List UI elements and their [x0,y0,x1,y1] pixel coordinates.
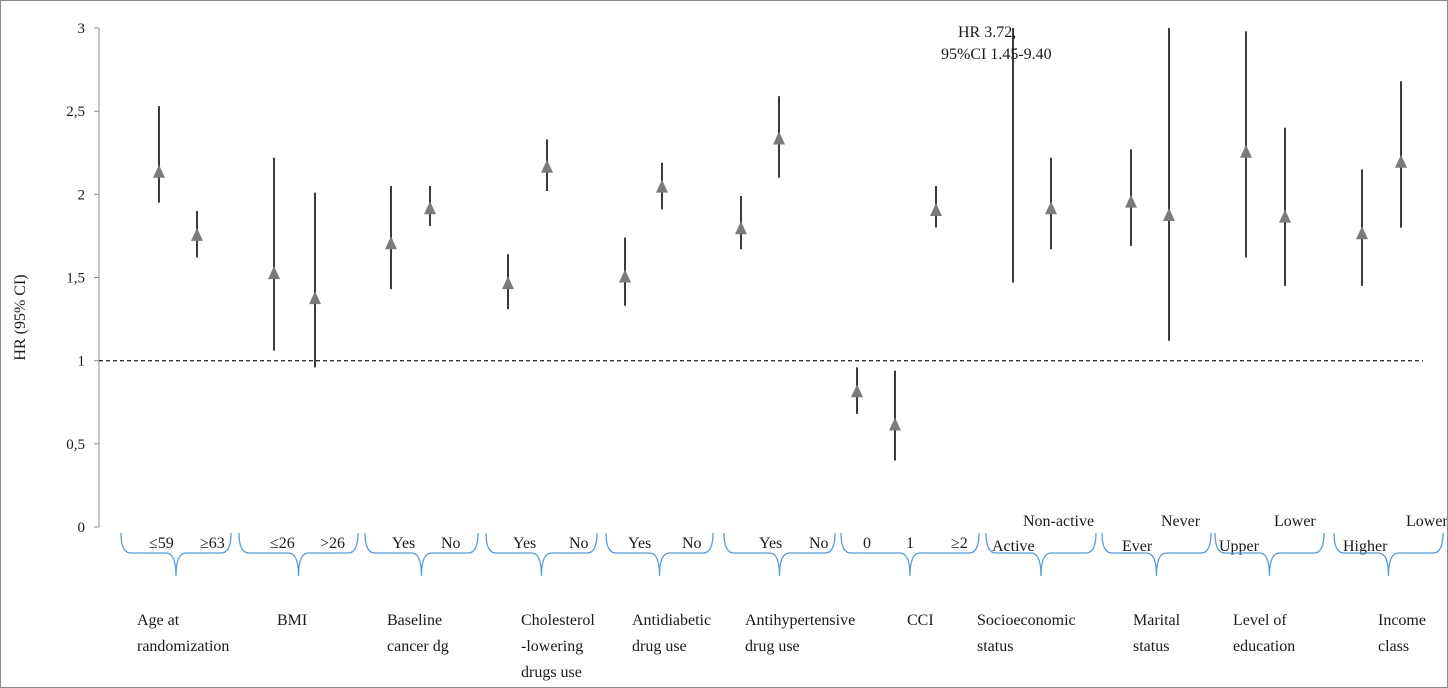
subgroup-label: Higher [1343,538,1388,555]
subgroup-label: ≥2 [951,535,968,552]
group-brace [120,532,232,577]
group-brace [1214,532,1325,577]
hr-point-marker [1240,144,1252,158]
y-axis-label: HR (95% CI) [12,274,29,360]
group-label: BMI [277,612,307,629]
subgroup-label: Yes [513,535,536,552]
hr-point-marker [385,236,397,250]
hr-point-marker [541,159,553,173]
subgroup-label: Lower [1274,513,1316,530]
group-label: Antidiabetic [632,612,711,629]
hr-point-marker [930,202,942,216]
group-brace [485,532,598,577]
subgroup-label: Yes [628,535,651,552]
annotation-line: HR 3.72, [958,24,1016,41]
hr-point-marker [735,221,747,235]
group-brace [605,532,714,577]
subgroup-label: Upper [1219,538,1260,555]
y-tick-label: 2,5 [66,104,85,120]
y-tick-label: 0 [78,520,86,536]
group-label: education [1233,638,1295,655]
subgroup-label: 1 [906,535,914,552]
hr-point-marker [1279,209,1291,223]
hr-point-marker [268,266,280,280]
group-label: Baseline [387,612,442,629]
y-tick-label: 1 [78,354,86,370]
group-brace [1333,532,1444,577]
group-label: randomization [137,638,229,655]
group-label: status [977,638,1013,655]
group-label: Age at [137,612,180,629]
subgroup-label: ≥63 [200,535,225,552]
subgroup-label: Lower [1406,513,1447,530]
subgroup-label: No [809,535,829,552]
group-label: cancer dg [387,638,449,655]
hr-point-marker [1125,194,1137,208]
group-label: status [1133,638,1169,655]
subgroup-label: ≤59 [149,535,174,552]
y-tick-label: 1,5 [66,271,85,287]
y-tick-label: 2 [78,187,86,203]
group-label: Level of [1233,612,1287,629]
subgroup-label: No [569,535,589,552]
y-tick-label: 3 [78,21,86,37]
hr-point-marker [502,276,514,290]
group-brace [840,532,980,577]
group-label: Antihypertensive [745,612,855,629]
hr-point-marker [191,227,203,241]
group-label: Income [1378,612,1426,629]
subgroup-label: Yes [759,535,782,552]
subgroup-label: Never [1161,513,1201,530]
subgroup-label: Non-active [1023,513,1094,530]
group-label: Marital [1133,612,1181,629]
hr-point-marker [773,131,785,145]
group-label: drug use [745,638,800,655]
group-label: drugs use [521,664,582,681]
hr-point-marker [424,201,436,215]
subgroup-label: Ever [1122,538,1153,555]
subgroup-label: Active [992,538,1035,555]
hr-point-marker [1395,154,1407,168]
hr-point-marker [153,164,165,178]
group-label: CCI [907,612,934,629]
group-label: Socioeconomic [977,612,1076,629]
group-brace [364,532,479,577]
group-label: -lowering [521,638,583,655]
group-brace [723,532,836,577]
hr-point-marker [656,179,668,193]
hr-point-marker [1045,201,1057,215]
group-label: class [1378,638,1409,655]
group-brace [985,532,1097,577]
hr-point-marker [889,417,901,431]
hr-point-marker [1163,207,1175,221]
hr-point-marker [1356,226,1368,240]
group-label: Cholesterol [521,612,595,629]
subgroup-label: No [682,535,702,552]
subgroup-label: ≤26 [270,535,295,552]
y-tick-label: 0,5 [66,437,85,453]
subgroup-label: >26 [320,535,345,552]
group-label: drug use [632,638,687,655]
annotation-line: 95%CI 1.45-9.40 [941,46,1052,63]
group-brace [238,532,359,577]
subgroup-label: No [441,535,461,552]
hr-point-marker [619,269,631,283]
hr-point-marker [309,291,321,305]
subgroup-label: 0 [863,535,871,552]
subgroup-label: Yes [392,535,415,552]
hr-point-marker [851,384,863,398]
group-brace [1101,532,1212,577]
